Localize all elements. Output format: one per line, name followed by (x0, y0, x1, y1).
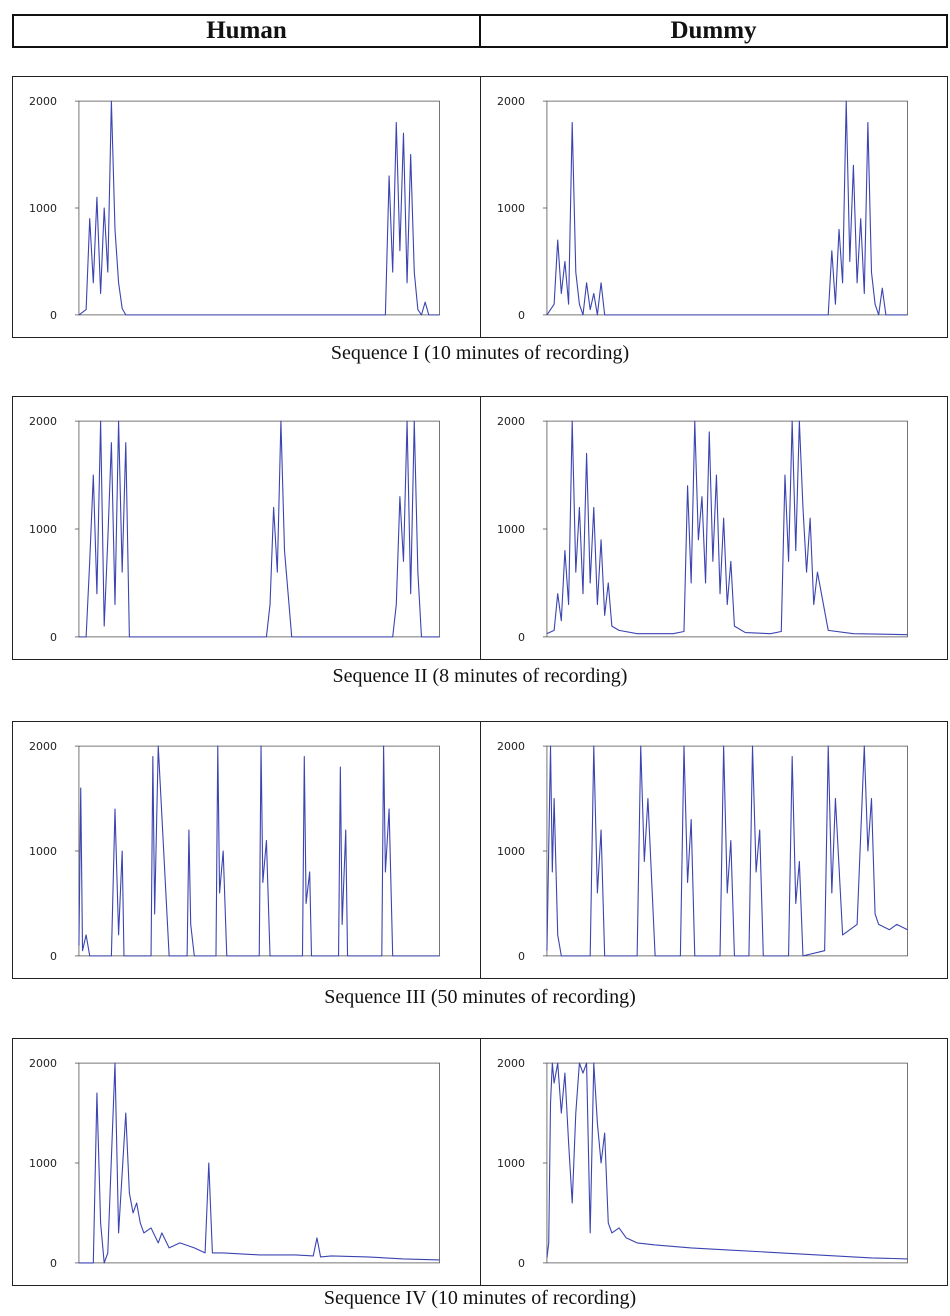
sequence-1-dummy-panel: 0 1000 2000 (479, 77, 948, 337)
series-line (78, 100, 440, 316)
y-tick-label: 0 (517, 1257, 524, 1270)
series-line (545, 1062, 908, 1260)
sequence-4-caption: Sequence IV (10 minutes of recording) (323, 1287, 637, 1309)
plot-frame (78, 100, 440, 316)
sequence-4-human-panel: 0 1000 2000 (13, 1039, 480, 1285)
sequence-3-caption: Sequence III (50 minutes of recording) (324, 986, 636, 1008)
sequence-2-row: 0 1000 2000 0 1000 2000 (12, 396, 948, 660)
sequence-3-dummy-chart: 0 1000 2000 (497, 740, 908, 963)
series-line (545, 745, 908, 957)
y-tick-label: 2000 (497, 95, 525, 108)
y-tick-label: 1000 (29, 523, 57, 536)
y-tick-label: 0 (50, 1257, 57, 1270)
y-tick-label: 2000 (497, 1057, 525, 1070)
series-line (78, 420, 440, 638)
y-tick-label: 2000 (29, 1057, 57, 1070)
y-tick-label: 1000 (497, 845, 525, 858)
y-tick-label: 2000 (497, 740, 525, 753)
series-line (545, 100, 908, 316)
sequence-2-human-panel: 0 1000 2000 (13, 397, 480, 659)
header-human: Human (206, 17, 287, 44)
sequence-3-human-chart: 0 1000 2000 (29, 740, 440, 963)
sequence-2-dummy-chart: 0 1000 2000 (497, 415, 908, 644)
sequence-1-human-panel: 0 1000 2000 (13, 77, 480, 337)
sequence-2-dummy-panel: 0 1000 2000 (479, 397, 948, 659)
plot-frame (546, 745, 908, 957)
sequence-3-dummy-panel: 0 1000 2000 (479, 722, 948, 978)
sequence-1-row: 0 1000 2000 0 1000 2000 (12, 76, 948, 338)
y-tick-label: 2000 (29, 95, 57, 108)
sequence-3-human-panel: 0 1000 2000 (13, 722, 480, 978)
sequence-4-dummy-panel: 0 1000 2000 (479, 1039, 948, 1285)
plot-frame (78, 1062, 440, 1264)
sequence-2-human-chart: 0 1000 2000 (29, 415, 440, 644)
y-tick-label: 2000 (497, 415, 525, 428)
y-tick-label: 0 (50, 950, 57, 963)
sequence-4-human-chart: 0 1000 2000 (29, 1057, 440, 1270)
sequence-4-dummy-chart: 0 1000 2000 (497, 1057, 908, 1270)
y-tick-label: 1000 (29, 202, 57, 215)
y-tick-label: 0 (517, 631, 524, 644)
sequence-4-row: 0 1000 2000 0 1000 2000 (12, 1038, 948, 1286)
sequence-1-dummy-chart: 0 1000 2000 (497, 95, 908, 322)
header-dummy: Dummy (479, 16, 946, 46)
sequence-1-human-chart: 0 1000 2000 (29, 95, 440, 322)
y-tick-label: 1000 (29, 1157, 57, 1170)
series-line (78, 1062, 440, 1264)
y-tick-label: 0 (517, 950, 524, 963)
plot-frame (78, 420, 440, 638)
column-header: Human Dummy (12, 14, 948, 48)
y-tick-label: 0 (517, 309, 524, 322)
y-tick-label: 1000 (497, 523, 525, 536)
y-tick-label: 1000 (29, 845, 57, 858)
y-tick-label: 0 (50, 309, 57, 322)
y-tick-label: 0 (50, 631, 57, 644)
series-line (546, 420, 908, 636)
y-tick-label: 1000 (497, 1157, 525, 1170)
series-line (78, 745, 440, 957)
y-tick-label: 2000 (29, 415, 57, 428)
sequence-2-caption: Sequence II (8 minutes of recording) (332, 665, 628, 687)
y-tick-label: 2000 (29, 740, 57, 753)
y-tick-label: 1000 (497, 202, 525, 215)
sequence-3-row: 0 1000 2000 0 1000 2000 (12, 721, 948, 979)
sequence-1-caption: Sequence I (10 minutes of recording) (330, 342, 630, 364)
